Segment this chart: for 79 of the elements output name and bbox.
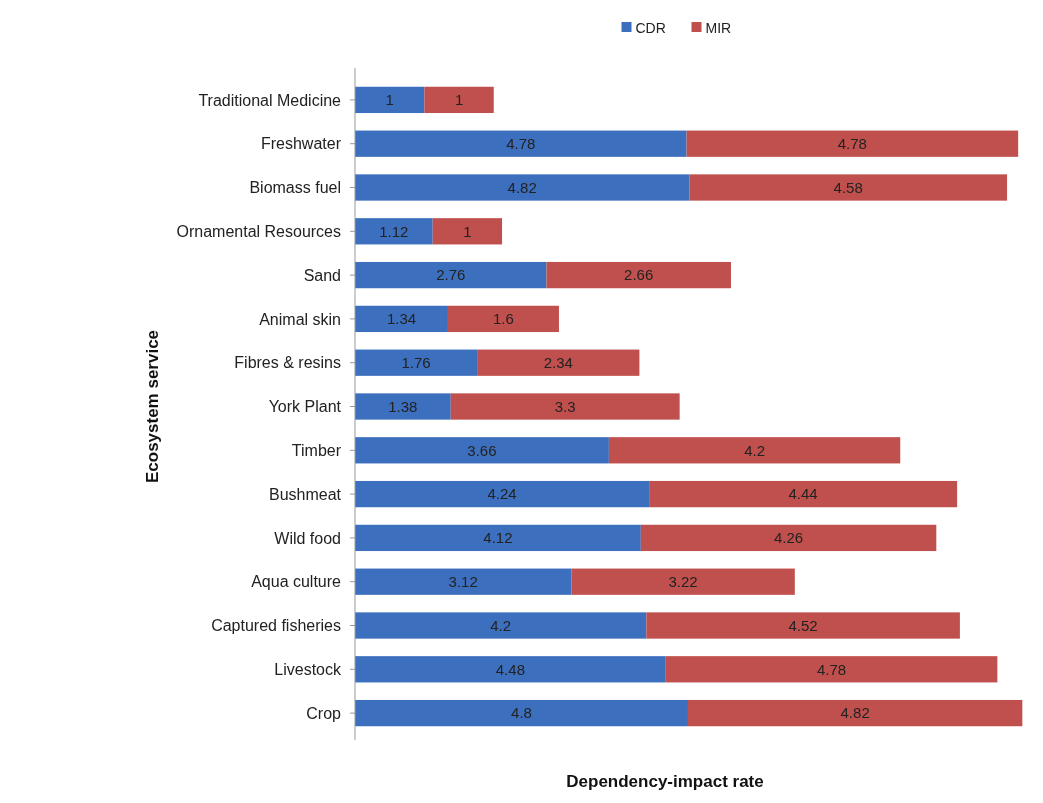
bar: [608, 437, 901, 464]
y-tick-label: Animal skin: [259, 310, 341, 328]
bar: [689, 174, 1008, 201]
bar: [546, 261, 731, 289]
data-label: 3.3: [554, 397, 576, 415]
bar: [355, 305, 448, 333]
data-label: 1.12: [379, 222, 409, 240]
data-label: 4.82: [507, 178, 537, 196]
data-label: 1: [463, 222, 472, 240]
bar: [355, 480, 650, 508]
y-tick-label: Freshwater: [260, 135, 342, 153]
bar: [447, 305, 559, 333]
y-tick-label: Fibres & resins: [234, 354, 341, 372]
data-label: 4.82: [840, 704, 870, 722]
data-label: 4.78: [816, 660, 847, 678]
bar: [355, 393, 451, 420]
bar: [424, 86, 494, 114]
data-label: 2.66: [624, 266, 654, 284]
data-label: 1.38: [388, 397, 418, 415]
y-tick-label: Crop: [306, 704, 342, 722]
bar: [355, 349, 478, 376]
data-label: 4.2: [744, 441, 765, 459]
bar: [355, 130, 687, 157]
bar: [355, 261, 547, 289]
y-tick-label: Sand: [303, 266, 341, 284]
data-label: 4.48: [495, 660, 525, 678]
bar: [640, 524, 937, 552]
data-label: 1.76: [401, 353, 431, 371]
bar: [432, 218, 503, 245]
data-label: 1.6: [493, 310, 514, 328]
bar: [649, 480, 958, 508]
data-label: 3.66: [467, 441, 497, 459]
data-label: 4.52: [788, 616, 818, 634]
y-tick-label: Livestock: [274, 660, 342, 678]
data-label: 4.24: [487, 485, 517, 503]
data-label: 2.34: [543, 353, 573, 371]
bar: [355, 174, 690, 201]
bar: [355, 656, 666, 683]
y-axis-title: Ecosystem service: [143, 329, 162, 484]
data-label: 2.76: [436, 266, 466, 284]
bar: [686, 130, 1019, 157]
y-tick-label: Wild food: [274, 529, 341, 547]
bar: [355, 437, 609, 464]
bar: [687, 699, 1023, 727]
data-label: 4.8: [511, 704, 532, 722]
y-tick-label: Biomass fuel: [249, 179, 341, 197]
bar: [355, 524, 641, 552]
data-label: 4.44: [788, 485, 818, 503]
bar: [355, 568, 572, 595]
data-label: 3.12: [448, 572, 478, 590]
legend-label: CDR: [635, 19, 666, 36]
bar: [477, 349, 640, 376]
data-label: 1: [454, 91, 464, 109]
y-tick-label: York Plant: [268, 398, 342, 416]
data-label: 1.34: [386, 310, 417, 328]
data-label: 1: [385, 91, 394, 109]
data-label: 4.78: [506, 134, 536, 152]
y-tick-label: Timber: [291, 441, 342, 459]
bar: [571, 568, 795, 595]
data-label: 4.58: [833, 178, 863, 196]
legend-label: MIR: [705, 19, 732, 36]
data-label: 4.2: [490, 616, 512, 634]
y-tick-label: Captured fisheries: [211, 617, 341, 635]
bar: [665, 656, 998, 683]
bar: [646, 612, 960, 639]
bar: [355, 699, 688, 727]
bar: [355, 86, 425, 114]
bar: [355, 218, 433, 245]
y-tick-label: Bushmeat: [268, 485, 342, 503]
y-tick-label: Aqua culture: [251, 573, 342, 591]
bar: [450, 393, 680, 420]
y-tick-label: Ornamental Resources: [176, 222, 341, 240]
data-label: 3.22: [668, 572, 698, 590]
data-label: 4.12: [483, 529, 513, 547]
y-tick-label: Traditional Medicine: [198, 91, 342, 109]
data-label: 4.26: [773, 529, 804, 547]
bar: [355, 612, 647, 639]
data-label: 4.78: [837, 134, 867, 152]
x-axis-title: Dependency-impact rate: [566, 772, 764, 791]
